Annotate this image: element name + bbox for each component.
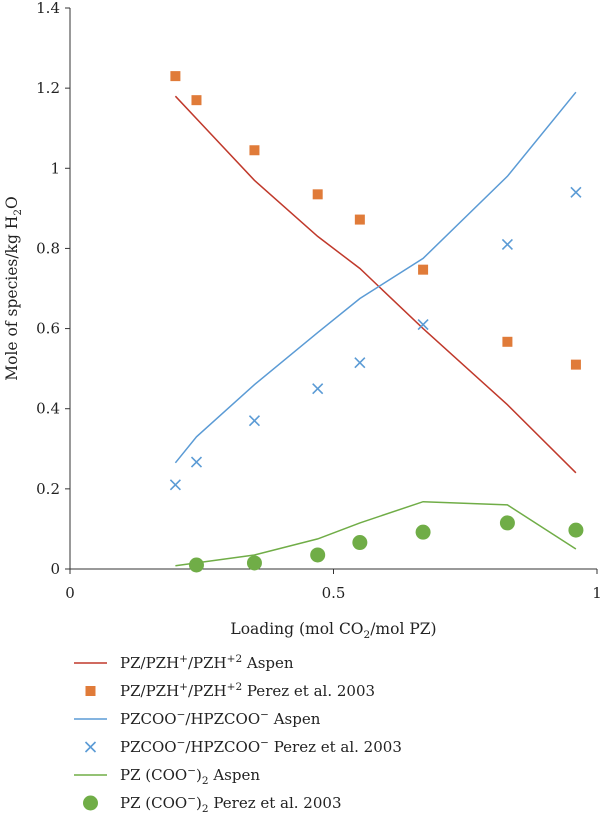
data-point [188, 557, 204, 573]
x-axis-title: Loading (mol CO2/mol PZ) [230, 620, 436, 641]
legend-item-5: PZ (COO−)2 Aspen [74, 765, 260, 787]
legend-swatch [83, 795, 98, 811]
legend-label: PZCOO−/HPZCOO− Aspen [120, 709, 321, 728]
y-tick-label: 0.2 [36, 480, 60, 498]
legend-label: PZ/PZH+/PZH+2 Perez et al. 2003 [120, 681, 375, 700]
series-1 [174, 95, 577, 474]
legend-item-6: PZ (COO−)2 Perez et al. 2003 [83, 793, 341, 815]
legend-label: PZ (COO−)2 Aspen [120, 765, 260, 787]
legend-label: PZ (COO−)2 Perez et al. 2003 [120, 793, 341, 815]
y-tick-label: 0.4 [36, 400, 60, 418]
axes: 0 0.2 0.4 0.6 0.8 1 1.2 1.4 0 0.5 1 Loading (mol CO… [3, 0, 600, 641]
legend-swatch [84, 741, 97, 753]
legend-item-3: PZCOO−/HPZCOO− Aspen [74, 709, 321, 728]
data-point [190, 456, 203, 468]
data-point [246, 555, 262, 571]
data-point [417, 318, 429, 331]
x-tick-label: 0 [65, 584, 75, 602]
data-point [310, 547, 326, 563]
series-line [174, 95, 577, 474]
x-tick-label: 0.5 [322, 584, 346, 602]
data-point [354, 357, 366, 369]
series-3 [174, 91, 577, 464]
legend-label: PZ/PZH+/PZH+2 Aspen [120, 653, 294, 672]
plot-area [169, 71, 584, 573]
series-6 [188, 515, 584, 573]
y-tick-label: 0 [50, 560, 60, 578]
y-tick-label: 0.8 [36, 239, 60, 257]
data-point [352, 535, 368, 551]
data-point [418, 264, 429, 275]
legend-label: PZCOO−/HPZCOO− Perez et al. 2003 [120, 737, 402, 756]
series-line [175, 500, 577, 567]
data-point [312, 189, 323, 200]
legend: PZ/PZH+/PZH+2 Aspen PZ/PZH+/PZH+2 Perez e… [74, 653, 402, 815]
x-tick-label: 1 [592, 584, 600, 602]
y-tick-label: 1.2 [36, 79, 60, 97]
data-point [502, 336, 513, 347]
data-point [354, 214, 365, 225]
data-point [570, 186, 582, 198]
data-point [501, 238, 513, 250]
series-line [174, 91, 577, 464]
data-point [248, 415, 261, 427]
data-point [169, 479, 181, 491]
data-point [170, 71, 181, 82]
legend-item-4: PZCOO−/HPZCOO− Perez et al. 2003 [84, 737, 402, 756]
data-point [570, 359, 581, 370]
data-point [499, 515, 515, 531]
data-point [415, 524, 431, 540]
data-point [191, 95, 202, 106]
data-point [568, 522, 584, 538]
legend-item-1: PZ/PZH+/PZH+2 Aspen [74, 653, 294, 672]
series-2 [170, 71, 581, 370]
data-point [249, 145, 260, 156]
series-5 [175, 500, 577, 567]
y-tick-label: 1.4 [36, 0, 60, 17]
legend-item-2: PZ/PZH+/PZH+2 Perez et al. 2003 [85, 681, 375, 700]
data-point [312, 383, 324, 395]
y-axis-title: Mole of species/kg H2O [3, 196, 24, 380]
legend-swatch [85, 686, 96, 696]
y-tick-label: 1 [50, 159, 60, 177]
series-4 [169, 186, 582, 491]
y-tick-label: 0.6 [36, 320, 60, 338]
